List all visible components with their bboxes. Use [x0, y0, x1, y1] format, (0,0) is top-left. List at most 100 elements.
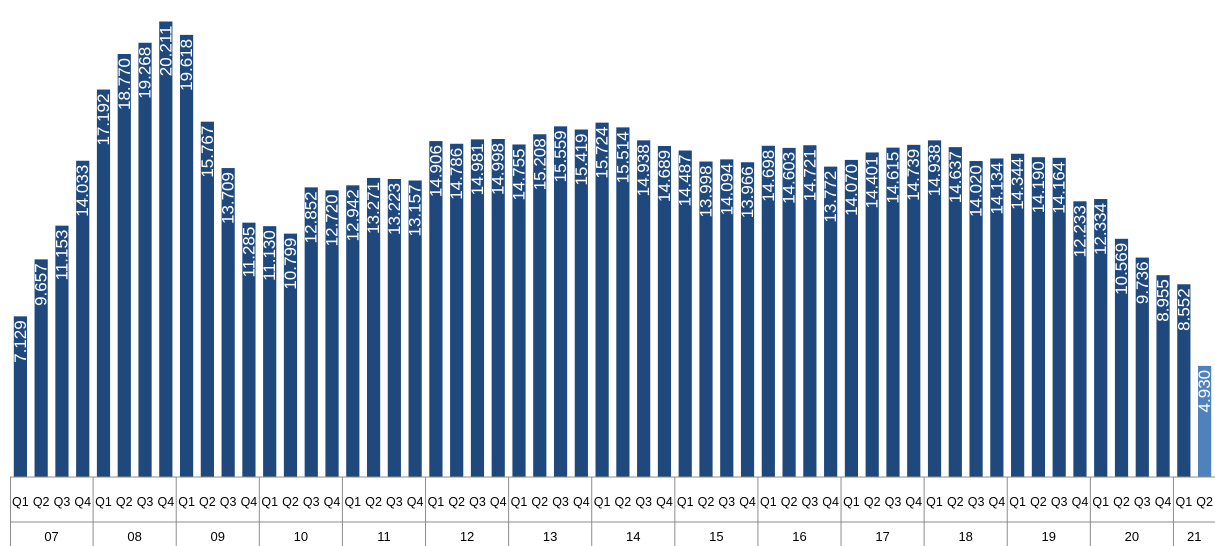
- quarter-tick-label: Q3: [718, 495, 735, 509]
- bar-45: [948, 147, 962, 477]
- bar-24: [512, 144, 526, 477]
- quarter-tick-label: Q1: [1092, 495, 1109, 509]
- bar-value-label: 14.981: [468, 143, 487, 195]
- bar-27: [574, 129, 588, 477]
- bar-value-label: 13.709: [219, 172, 238, 224]
- bar-value-label: 14.344: [1008, 158, 1027, 210]
- bar-15: [325, 190, 339, 477]
- bar-value-label: 8.955: [1154, 279, 1173, 322]
- quarter-tick-label: Q1: [926, 495, 943, 509]
- quarter-tick-label: Q2: [282, 495, 299, 509]
- quarter-tick-label: Q4: [324, 495, 341, 509]
- bar-54: [1135, 257, 1149, 477]
- bar-value-label: 14.698: [759, 150, 778, 202]
- bar-value-label: 12.942: [343, 189, 362, 241]
- bar-33: [699, 161, 713, 477]
- bar-value-label: 13.966: [738, 166, 757, 218]
- bar-55: [1156, 275, 1170, 477]
- year-tick-label: 21: [1187, 529, 1201, 544]
- quarter-tick-label: Q4: [407, 495, 424, 509]
- bar-35: [740, 162, 755, 477]
- quarter-tick-label: Q3: [635, 495, 652, 509]
- year-tick-label: 11: [377, 529, 391, 544]
- year-tick-label: 07: [44, 529, 58, 544]
- bar-47: [990, 158, 1004, 477]
- bar-26: [553, 126, 568, 477]
- bar-value-label: 13.157: [406, 184, 425, 236]
- bar-42: [886, 147, 900, 477]
- bar-value-label: 11.153: [52, 230, 71, 281]
- bar-value-label: 14.190: [1029, 161, 1048, 213]
- bar-31: [657, 145, 672, 477]
- bar-20: [429, 141, 443, 477]
- bar-17: [366, 177, 381, 478]
- bar-value-label: 9.736: [1133, 262, 1152, 305]
- quarter-tick-label: Q2: [615, 495, 632, 509]
- quarter-tick-label: Q2: [531, 495, 548, 509]
- bar-value-label: 15.514: [613, 131, 632, 183]
- quarter-tick-label: Q4: [1155, 495, 1172, 509]
- bar-value-label: 13.998: [696, 166, 715, 218]
- bar-value-label: 14.487: [676, 155, 695, 207]
- quarter-tick-label: Q3: [552, 495, 569, 509]
- bar-23: [491, 139, 505, 477]
- year-tick-label: 08: [127, 529, 141, 544]
- quarter-tick-label: Q4: [157, 495, 174, 509]
- bar-value-label: 9.657: [32, 263, 51, 306]
- bar-value-label: 14.603: [780, 152, 799, 204]
- bar-value-label: 19.618: [177, 39, 196, 91]
- bar-29: [616, 127, 630, 478]
- quarter-tick-label: Q4: [1072, 495, 1089, 509]
- bar-value-label: 13.271: [364, 182, 383, 234]
- bar-value-label: 12.233: [1070, 205, 1089, 257]
- bar-36: [761, 145, 775, 477]
- quarter-tick-label: Q1: [12, 495, 29, 509]
- bar-value-label: 11.130: [260, 230, 279, 281]
- x-axis: Q1 Q2 Q3 Q4 Q1 Q2 Q3 Q4 Q1 Q2 Q3 Q4 Q1 Q2 Q3 Q4 Q1 Q2 Q3 Q4…: [10, 476, 1215, 546]
- bar-value-label: 15.208: [530, 138, 549, 190]
- bar-value-label: 14.094: [717, 163, 736, 215]
- bar-value-label: 14.689: [655, 150, 674, 202]
- year-tick-label: 12: [460, 529, 474, 544]
- quarter-tick-label: Q3: [220, 495, 237, 509]
- quarter-tick-label: Q2: [116, 495, 133, 509]
- quarter-tick-label: Q1: [344, 495, 361, 509]
- quarter-tick-label: Q2: [1030, 495, 1047, 509]
- year-tick-label: 09: [211, 529, 225, 544]
- bar-value-label: 14.998: [489, 143, 508, 195]
- bar-value-label: 13.223: [385, 183, 404, 235]
- year-tick-label: 15: [709, 529, 723, 544]
- quarter-tick-label: Q2: [33, 495, 50, 509]
- quarter-tick-label: Q1: [760, 495, 777, 509]
- bar-value-label: 14.755: [510, 148, 529, 200]
- quarter-tick-label: Q4: [656, 495, 673, 509]
- bar-48: [1011, 153, 1025, 478]
- bar-value-label: 12.720: [323, 194, 342, 246]
- bar-value-label: 14.739: [904, 149, 923, 201]
- quarter-tick-label: Q1: [428, 495, 445, 509]
- bar-value-label: 12.852: [302, 191, 321, 243]
- year-tick-label: 20: [1125, 529, 1139, 544]
- bar-21: [450, 143, 464, 477]
- bar-49: [1031, 157, 1046, 477]
- bar-12: [263, 226, 277, 477]
- quarter-tick-label: Q1: [511, 495, 528, 509]
- year-tick-label: 16: [792, 529, 806, 544]
- bar-value-label: 14.786: [447, 148, 466, 200]
- bar-value-label: 7.129: [11, 320, 30, 363]
- bar-value-label: 14.906: [426, 145, 445, 197]
- bar-5: [117, 53, 131, 478]
- quarter-tick-label: Q4: [573, 495, 590, 509]
- bar-56: [1177, 284, 1191, 477]
- bar-value-label: 14.020: [967, 165, 986, 217]
- bar-51: [1073, 201, 1087, 477]
- bar-value-label: 15.724: [593, 127, 612, 179]
- bar-34: [720, 159, 734, 477]
- bar-3: [76, 160, 90, 478]
- quarter-tick-label: Q4: [989, 495, 1006, 509]
- bar-44: [927, 140, 942, 477]
- bar-43: [907, 144, 921, 477]
- bar-52: [1094, 199, 1108, 477]
- bar-value-label: 15.559: [551, 130, 570, 182]
- quarter-tick-label: Q1: [594, 495, 611, 509]
